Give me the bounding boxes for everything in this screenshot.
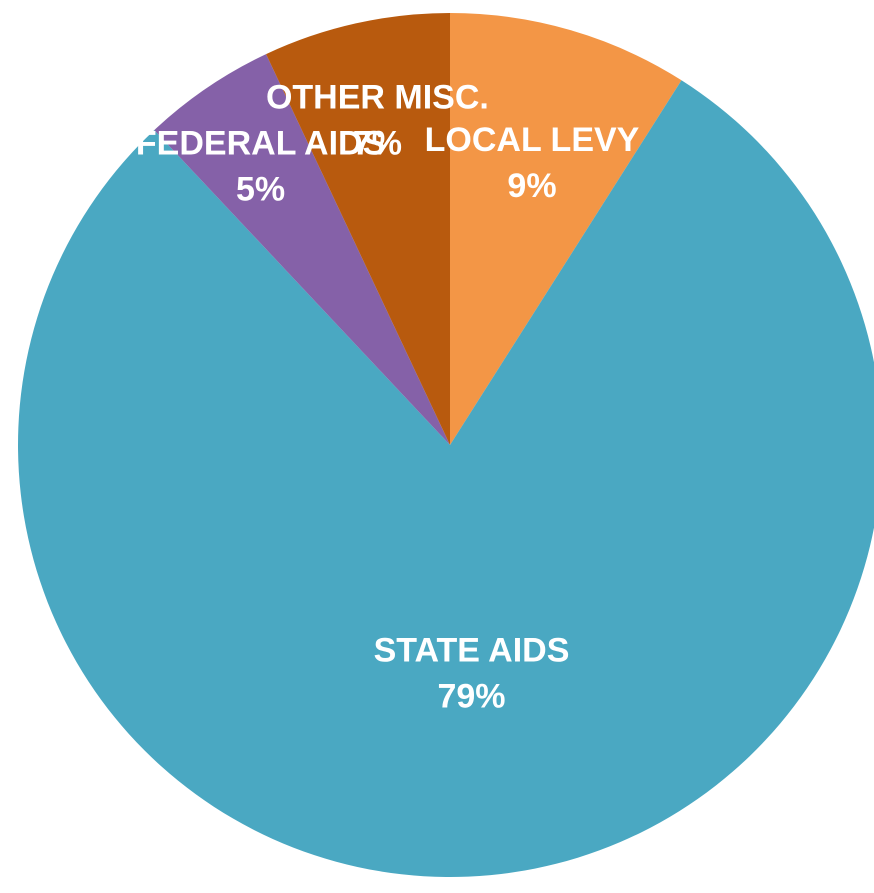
slice-value-state-aids: 79% <box>437 677 505 715</box>
slice-value-federal-aids: 5% <box>236 171 285 209</box>
slice-label-federal-aids: FEDERAL AIDS <box>136 125 385 163</box>
slice-label-other-misc: OTHER MISC. <box>266 79 489 117</box>
slice-label-local-levy: LOCAL LEVY <box>425 121 640 159</box>
pie-labels: LOCAL LEVY 9% STATE AIDS 79% FEDERAL AIDS 5% O… <box>136 79 640 716</box>
pie-slice-state-aids <box>18 80 874 877</box>
slice-value-local-levy: 9% <box>507 167 556 205</box>
pie-slice-federal-aids <box>154 54 450 446</box>
pie-slice-local-levy <box>450 13 682 445</box>
slice-label-state-aids: STATE AIDS <box>374 631 570 669</box>
slice-value-other-misc: 7% <box>353 125 402 163</box>
pie-slices <box>18 13 874 877</box>
pie-slice-other-misc <box>266 13 450 445</box>
